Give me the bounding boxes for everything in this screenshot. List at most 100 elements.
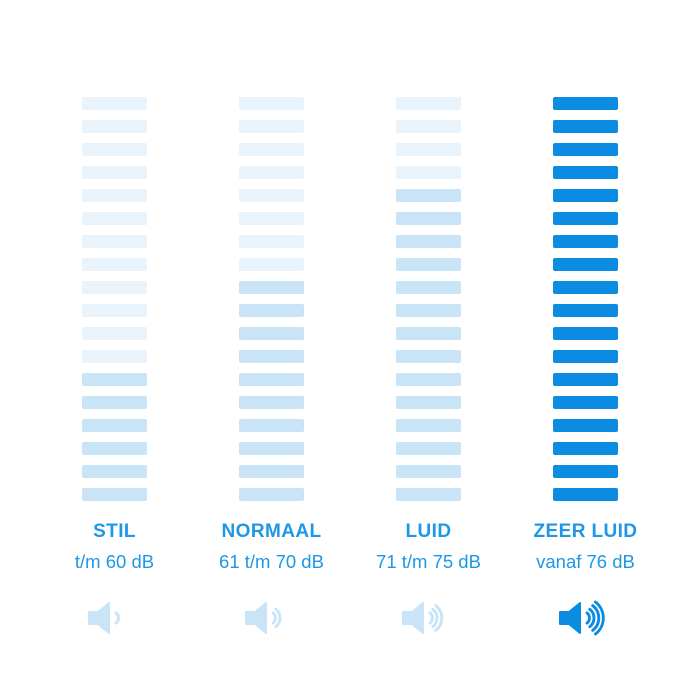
segment-stack [239, 97, 304, 502]
db-range-label: vanaf 76 dB [536, 551, 635, 573]
loudness-column-stil: STIL t/m 60 dB [36, 97, 193, 637]
segment-empty [239, 211, 304, 226]
sound-wave-arc [433, 603, 443, 632]
segment-empty [396, 119, 461, 134]
segment-filled [82, 441, 147, 456]
segment-filled [396, 257, 461, 272]
segment-filled [396, 349, 461, 364]
segment-filled [82, 487, 147, 502]
segment-filled [239, 349, 304, 364]
segment-filled [553, 234, 618, 249]
segment-filled [553, 372, 618, 387]
segment-filled [82, 418, 147, 433]
sound-wave-arc [590, 603, 600, 632]
db-range-label: t/m 60 dB [74, 551, 155, 573]
sound-wave-arc [430, 607, 438, 628]
segment-filled [239, 372, 304, 387]
segment-empty [396, 142, 461, 157]
segment-empty [239, 234, 304, 249]
speaker-icon [244, 601, 281, 634]
segment-filled [553, 119, 618, 134]
segment-filled [553, 97, 618, 111]
loudness-column-zeer-luid: ZEER LUID vanaf 76 dB [507, 97, 664, 637]
speaker-icon-wrap [243, 599, 301, 637]
segment-filled [553, 418, 618, 433]
speaker-icon-wrap [400, 599, 458, 637]
sound-wave-arc [428, 611, 434, 625]
sound-wave-arc [273, 607, 281, 628]
segment-empty [239, 97, 304, 111]
segment-filled [239, 326, 304, 341]
segment-filled [239, 395, 304, 410]
segment-filled [239, 418, 304, 433]
sound-wave-arc [587, 607, 595, 628]
segment-filled [553, 303, 618, 318]
segment-filled [553, 257, 618, 272]
db-range-label: 71 t/m 75 dB [376, 551, 481, 573]
speaker-body [87, 601, 110, 634]
segment-empty [396, 165, 461, 180]
segment-stack [553, 97, 618, 502]
segment-empty [82, 280, 147, 295]
segment-filled [396, 303, 461, 318]
segment-filled [239, 487, 304, 502]
segment-empty [239, 165, 304, 180]
level-label: NORMAAL [221, 521, 322, 543]
segment-filled [396, 188, 461, 203]
segment-empty [82, 349, 147, 364]
level-label: STIL [93, 521, 136, 543]
loudness-column-luid: LUID 71 t/m 75 dB [350, 97, 507, 637]
segment-filled [553, 349, 618, 364]
loudness-scale-chart: STIL t/m 60 dB NORMAAL 61 t/m 70 dB LUID 71 t… [36, 97, 664, 637]
level-label: ZEER LUID [533, 521, 638, 543]
level-label: LUID [405, 521, 452, 543]
segment-filled [82, 372, 147, 387]
segment-empty [82, 211, 147, 226]
segment-empty [82, 97, 147, 111]
segment-empty [82, 188, 147, 203]
segment-empty [82, 326, 147, 341]
segment-filled [396, 395, 461, 410]
speaker-icon-wrap [557, 599, 615, 637]
segment-empty [82, 257, 147, 272]
speaker-body [401, 601, 424, 634]
segment-filled [553, 395, 618, 410]
segment-empty [239, 119, 304, 134]
segment-filled [396, 441, 461, 456]
loudness-column-normaal: NORMAAL 61 t/m 70 dB [193, 97, 350, 637]
segment-filled [239, 441, 304, 456]
speaker-icon-wrap [86, 599, 144, 637]
segment-empty [82, 119, 147, 134]
segment-filled [239, 303, 304, 318]
segment-filled [396, 487, 461, 502]
segment-filled [82, 395, 147, 410]
segment-filled [553, 487, 618, 502]
segment-empty [82, 303, 147, 318]
segment-empty [396, 97, 461, 111]
segment-filled [553, 211, 618, 226]
segment-filled [82, 464, 147, 479]
segment-filled [396, 234, 461, 249]
speaker-icon [401, 601, 443, 634]
segment-filled [553, 441, 618, 456]
sound-wave-arc [271, 611, 277, 625]
speaker-icon [87, 601, 120, 634]
segment-stack [82, 97, 147, 502]
segment-filled [553, 326, 618, 341]
speaker-icon [558, 600, 605, 636]
segment-empty [239, 142, 304, 157]
segment-filled [396, 418, 461, 433]
segment-filled [396, 326, 461, 341]
segment-filled [396, 211, 461, 226]
segment-filled [396, 464, 461, 479]
segment-filled [396, 372, 461, 387]
db-range-label: 61 t/m 70 dB [219, 551, 324, 573]
sound-wave-arc [593, 600, 605, 636]
sound-wave-arc [114, 611, 120, 625]
segment-filled [239, 464, 304, 479]
segment-filled [553, 165, 618, 180]
speaker-body [558, 601, 581, 634]
sound-wave-arc [585, 611, 591, 625]
segment-empty [82, 234, 147, 249]
segment-empty [82, 142, 147, 157]
